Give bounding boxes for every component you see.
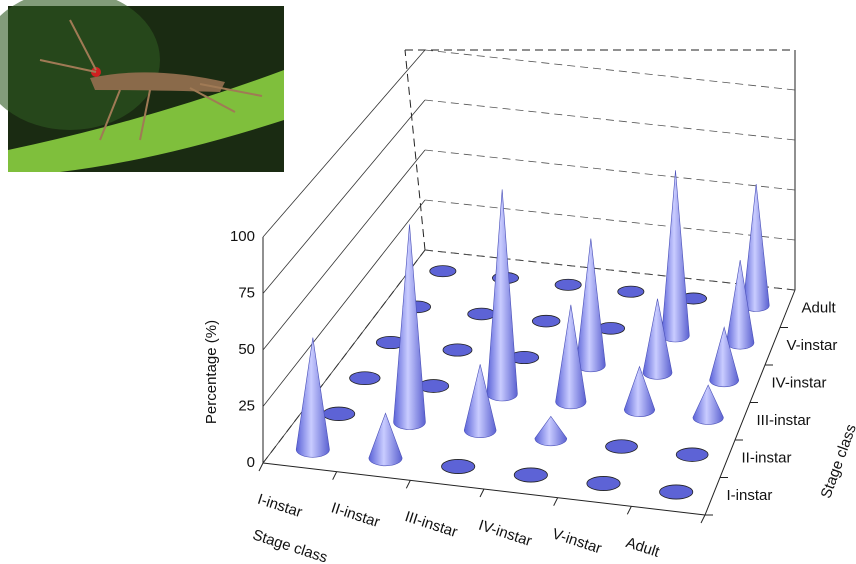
cone [743, 184, 769, 311]
cone [576, 239, 605, 372]
cone-base [468, 308, 496, 320]
grid-line [425, 150, 795, 190]
cone-base [606, 440, 638, 454]
cone-base [350, 372, 380, 385]
cone [662, 170, 690, 342]
cone-base [587, 476, 620, 490]
x-tick-label: I-instar [255, 491, 304, 521]
depth-tick-label: I-instar [727, 487, 773, 504]
tick [627, 506, 631, 514]
insect-photo [0, 0, 284, 172]
y-tick-label: 100 [230, 228, 255, 245]
cone-base [430, 266, 456, 277]
tick [480, 489, 484, 497]
tick [259, 463, 263, 471]
cone-base [514, 468, 547, 482]
cone-base [618, 286, 644, 297]
cone-base [532, 315, 560, 327]
cone-base [555, 279, 581, 290]
cone-base [660, 485, 693, 499]
y-tick-label: 75 [238, 284, 255, 301]
chart: Percentage (%) Stage class Stage class 0… [0, 0, 856, 564]
cone-base [323, 407, 355, 421]
axis-title: Stage class [818, 422, 856, 501]
cone [296, 338, 329, 458]
y-tick-label: 50 [238, 341, 255, 358]
depth-tick-label: IV-instar [772, 375, 827, 392]
axis-title: Percentage (%) [203, 320, 220, 424]
cone [535, 416, 567, 445]
grid-line [263, 150, 425, 350]
x-tick-label: III-instar [403, 508, 460, 541]
cone-base [442, 459, 475, 473]
y-tick-label: 25 [238, 397, 255, 414]
cone [487, 189, 517, 401]
cone-base [443, 344, 472, 356]
grid-line [263, 100, 425, 294]
tick [554, 498, 558, 506]
y-tick-label: 0 [247, 454, 255, 471]
tick [406, 480, 410, 488]
depth-tick-label: Adult [802, 300, 837, 317]
cone-base [676, 448, 708, 462]
x-tick-label: Adult [624, 534, 663, 561]
x-tick-label: II-instar [329, 499, 382, 531]
wall-edge [405, 50, 425, 250]
depth-tick-label: II-instar [742, 450, 792, 467]
axis-title: Stage class [251, 526, 330, 564]
x-tick-label: V-instar [550, 525, 604, 557]
tick [333, 472, 337, 480]
grid-line [425, 50, 795, 90]
depth-tick-label: III-instar [757, 412, 811, 429]
page: Percentage (%) Stage class Stage class 0… [0, 0, 856, 564]
tick [701, 515, 705, 523]
grid-line [425, 200, 795, 240]
cone [693, 385, 723, 424]
depth-tick-label: V-instar [787, 337, 838, 354]
grid-line [425, 100, 795, 140]
grid-line [263, 50, 425, 237]
x-tick-label: IV-instar [476, 517, 534, 550]
